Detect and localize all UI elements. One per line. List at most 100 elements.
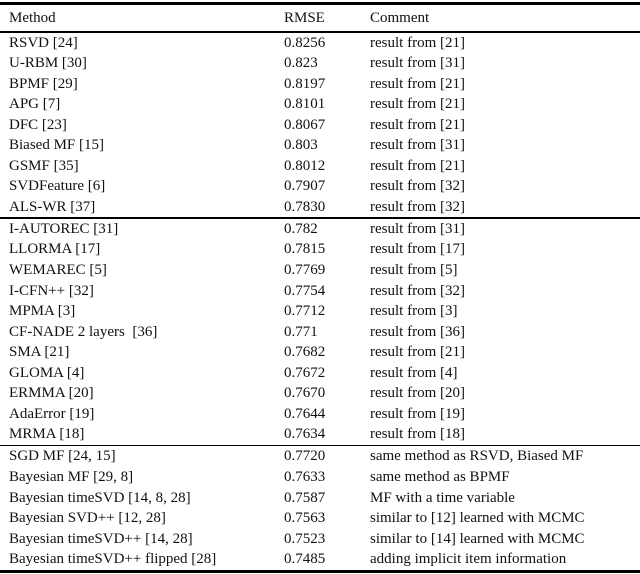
table-row: Bayesian timeSVD [14, 8, 28] 0.7587 MF wit… xyxy=(0,488,640,509)
method-cell: I-CFN++ [32] xyxy=(9,282,94,299)
method-cell: LLORMA [17] xyxy=(9,241,101,258)
method-cell: GSMF [35] xyxy=(9,157,79,174)
comment-cell: result from [36] xyxy=(370,323,465,340)
table-top-rule xyxy=(0,2,640,5)
comment-cell: result from [20] xyxy=(370,385,465,402)
table-row: SVDFeature [6] 0.7907 result from [32] xyxy=(0,176,640,197)
table-row: MRMA [18] 0.7634 result from [18] xyxy=(0,424,640,445)
table-row: BPMF [29] 0.8197 result from [21] xyxy=(0,74,640,95)
rmse-cell: 0.803 xyxy=(284,137,318,154)
table-row: Bayesian timeSVD++ flipped [28] 0.7485 add… xyxy=(0,549,640,570)
method-cell: AdaError [19] xyxy=(9,405,95,422)
rmse-cell: 0.8256 xyxy=(284,34,326,51)
rmse-cell: 0.7644 xyxy=(284,405,326,422)
table-row: Bayesian MF [29, 8] 0.7633 same method as … xyxy=(0,467,640,488)
comment-cell: MF with a time variable xyxy=(370,489,515,506)
table-row: Biased MF [15] 0.803 result from [31] xyxy=(0,135,640,156)
comment-cell: result from [17] xyxy=(370,241,465,258)
method-cell: U-RBM [30] xyxy=(9,55,87,72)
table-row: CF-NADE 2 layers [36] 0.771 result from [3… xyxy=(0,322,640,343)
comment-cell: result from [21] xyxy=(370,116,465,133)
method-cell: CF-NADE 2 layers [36] xyxy=(9,323,158,340)
table-row: ALS-WR [37] 0.7830 result from [32] xyxy=(0,197,640,218)
comment-cell: result from [32] xyxy=(370,282,465,299)
rmse-cell: 0.8101 xyxy=(284,96,326,113)
comment-cell: result from [31] xyxy=(370,55,465,72)
rmse-cell: 0.771 xyxy=(284,323,318,340)
comment-cell: result from [5] xyxy=(370,262,458,279)
method-cell: Bayesian timeSVD++ flipped [28] xyxy=(9,551,217,568)
comment-cell: same method as RSVD, Biased MF xyxy=(370,448,584,465)
method-cell: RSVD [24] xyxy=(9,34,78,51)
table-row: LLORMA [17] 0.7815 result from [17] xyxy=(0,239,640,260)
rmse-cell: 0.7563 xyxy=(284,510,326,527)
comment-cell: result from [18] xyxy=(370,426,465,443)
method-cell: MRMA [18] xyxy=(9,426,85,443)
section-rule-1 xyxy=(0,217,640,219)
rmse-cell: 0.7830 xyxy=(284,198,326,215)
table-row: WEMAREC [5] 0.7769 result from [5] xyxy=(0,260,640,281)
rmse-cell: 0.7720 xyxy=(284,448,326,465)
table-section-bayesian-methods: SGD MF [24, 15] 0.7720 same method as RSVD… xyxy=(0,446,640,569)
method-cell: SMA [21] xyxy=(9,344,70,361)
table-bottom-rule xyxy=(0,569,640,573)
comment-cell: result from [31] xyxy=(370,220,465,237)
comment-cell: result from [32] xyxy=(370,198,465,215)
table-row: SMA [21] 0.7682 result from [21] xyxy=(0,342,640,363)
section-rule-2 xyxy=(0,444,640,447)
table-row: ERMMA [20] 0.7670 result from [20] xyxy=(0,383,640,404)
method-cell: Biased MF [15] xyxy=(9,137,104,154)
rmse-cell: 0.7670 xyxy=(284,385,326,402)
rmse-cell: 0.8067 xyxy=(284,116,326,133)
table-row: I-CFN++ [32] 0.7754 result from [32] xyxy=(0,281,640,302)
table-row: APG [7] 0.8101 result from [21] xyxy=(0,94,640,115)
comment-cell: result from [4] xyxy=(370,364,458,381)
rmse-cell: 0.8012 xyxy=(284,157,326,174)
comment-cell: result from [21] xyxy=(370,96,465,113)
rmse-cell: 0.7523 xyxy=(284,530,326,547)
comment-cell: similar to [14] learned with MCMC xyxy=(370,530,585,547)
method-cell: GLOMA [4] xyxy=(9,364,85,381)
method-cell: MPMA [3] xyxy=(9,303,76,320)
method-cell: Bayesian timeSVD++ [14, 28] xyxy=(9,530,193,547)
comment-cell: same method as BPMF xyxy=(370,468,510,485)
method-cell: I-AUTOREC [31] xyxy=(9,220,119,237)
method-cell: ERMMA [20] xyxy=(9,385,94,402)
rmse-cell: 0.823 xyxy=(284,55,318,72)
comment-cell: result from [21] xyxy=(370,157,465,174)
method-cell: WEMAREC [5] xyxy=(9,262,107,279)
rmse-cell: 0.7672 xyxy=(284,364,326,381)
table-section-baseline-methods: RSVD [24] 0.8256 result from [21] U-RBM [30… xyxy=(0,33,640,218)
comment-cell: result from [21] xyxy=(370,344,465,361)
rmse-cell: 0.7682 xyxy=(284,344,326,361)
rmse-cell: 0.8197 xyxy=(284,75,326,92)
column-header-method: Method xyxy=(9,10,56,26)
table-row: I-AUTOREC [31] 0.782 result from [31] xyxy=(0,219,640,240)
method-cell: DFC [23] xyxy=(9,116,67,133)
comment-cell: result from [19] xyxy=(370,405,465,422)
table-row: DFC [23] 0.8067 result from [21] xyxy=(0,115,640,136)
header-rule xyxy=(0,31,640,33)
comment-cell: result from [21] xyxy=(370,75,465,92)
table-row: GSMF [35] 0.8012 result from [21] xyxy=(0,156,640,177)
method-cell: BPMF [29] xyxy=(9,75,78,92)
rmse-cell: 0.7769 xyxy=(284,262,326,279)
comment-cell: adding implicit item information xyxy=(370,551,567,568)
rmse-cell: 0.7634 xyxy=(284,426,326,443)
table-row: Bayesian timeSVD++ [14, 28] 0.7523 similar… xyxy=(0,529,640,550)
table-row: AdaError [19] 0.7644 result from [19] xyxy=(0,404,640,425)
table-row: Bayesian SVD++ [12, 28] 0.7563 similar to … xyxy=(0,508,640,529)
column-header-rmse: RMSE xyxy=(284,10,325,26)
method-cell: Bayesian SVD++ [12, 28] xyxy=(9,510,166,527)
rmse-cell: 0.7587 xyxy=(284,489,326,506)
table-row: U-RBM [30] 0.823 result from [31] xyxy=(0,53,640,74)
rmse-cell: 0.7485 xyxy=(284,551,326,568)
rmse-cell: 0.782 xyxy=(284,220,318,237)
rmse-cell: 0.7815 xyxy=(284,241,326,258)
comment-cell: result from [32] xyxy=(370,178,465,195)
rmse-cell: 0.7754 xyxy=(284,282,326,299)
comment-cell: result from [21] xyxy=(370,34,465,51)
rmse-cell: 0.7633 xyxy=(284,468,326,485)
table-row: SGD MF [24, 15] 0.7720 same method as RSVD… xyxy=(0,446,640,467)
